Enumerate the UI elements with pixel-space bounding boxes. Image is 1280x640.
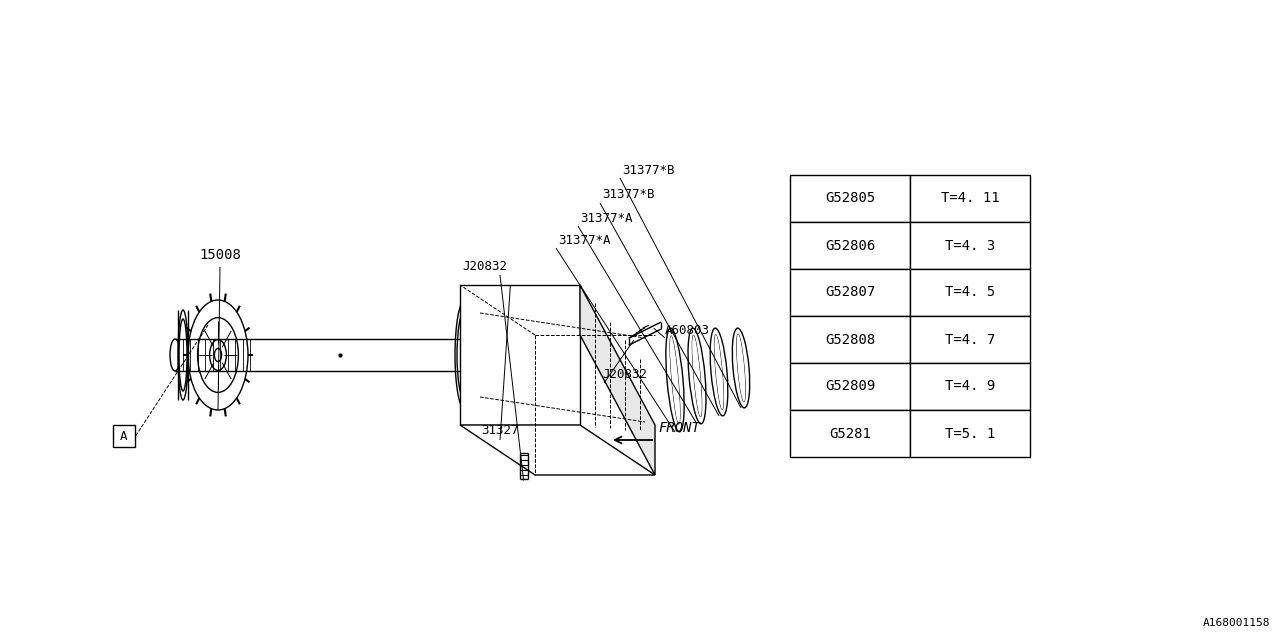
Text: G52805: G52805 xyxy=(824,191,876,205)
Text: 31377*A: 31377*A xyxy=(558,234,611,246)
Text: T=4. 7: T=4. 7 xyxy=(945,333,995,346)
Text: 31377*B: 31377*B xyxy=(602,189,654,202)
Ellipse shape xyxy=(692,335,701,417)
Polygon shape xyxy=(910,269,1030,316)
Text: T=5. 1: T=5. 1 xyxy=(945,426,995,440)
Text: A60803: A60803 xyxy=(666,323,710,337)
Text: G52806: G52806 xyxy=(824,239,876,253)
Ellipse shape xyxy=(666,328,685,432)
Text: G52809: G52809 xyxy=(824,380,876,394)
Polygon shape xyxy=(910,175,1030,222)
Ellipse shape xyxy=(669,336,680,424)
Ellipse shape xyxy=(556,303,570,317)
Ellipse shape xyxy=(710,328,728,416)
Text: T=4. 3: T=4. 3 xyxy=(945,239,995,253)
Text: G52808: G52808 xyxy=(824,333,876,346)
Ellipse shape xyxy=(669,336,680,424)
Ellipse shape xyxy=(457,310,474,400)
Ellipse shape xyxy=(687,328,707,424)
Polygon shape xyxy=(460,425,655,475)
Polygon shape xyxy=(790,269,910,316)
Ellipse shape xyxy=(714,335,723,409)
Ellipse shape xyxy=(188,300,248,410)
Text: 15008: 15008 xyxy=(200,248,241,262)
Text: J20832: J20832 xyxy=(602,369,646,381)
Polygon shape xyxy=(790,222,910,269)
Text: FRONT: FRONT xyxy=(658,421,700,435)
Ellipse shape xyxy=(489,333,532,377)
Ellipse shape xyxy=(471,393,485,407)
Ellipse shape xyxy=(472,317,548,393)
Polygon shape xyxy=(910,410,1030,457)
Ellipse shape xyxy=(732,328,750,408)
Ellipse shape xyxy=(714,335,723,409)
Ellipse shape xyxy=(454,300,475,410)
Ellipse shape xyxy=(178,310,188,400)
Text: 31377*A: 31377*A xyxy=(580,211,632,225)
Polygon shape xyxy=(790,316,910,363)
Text: J20832: J20832 xyxy=(462,260,507,273)
Ellipse shape xyxy=(215,348,221,362)
Text: A168001158: A168001158 xyxy=(1202,618,1270,628)
Polygon shape xyxy=(910,316,1030,363)
Polygon shape xyxy=(790,175,910,222)
Text: G5281: G5281 xyxy=(829,426,870,440)
Text: 31377*B: 31377*B xyxy=(622,163,675,177)
Ellipse shape xyxy=(210,340,227,371)
Ellipse shape xyxy=(471,303,485,317)
Polygon shape xyxy=(910,222,1030,269)
Ellipse shape xyxy=(556,393,570,407)
Ellipse shape xyxy=(692,335,701,417)
Text: T=4. 9: T=4. 9 xyxy=(945,380,995,394)
Polygon shape xyxy=(790,410,910,457)
Text: A: A xyxy=(120,429,128,442)
Ellipse shape xyxy=(170,339,180,371)
Text: 31327: 31327 xyxy=(481,424,518,436)
Ellipse shape xyxy=(737,334,745,402)
Text: T=4. 11: T=4. 11 xyxy=(941,191,1000,205)
Ellipse shape xyxy=(737,334,745,402)
Polygon shape xyxy=(790,363,910,410)
Ellipse shape xyxy=(197,317,238,392)
Polygon shape xyxy=(910,363,1030,410)
Polygon shape xyxy=(580,285,655,475)
Ellipse shape xyxy=(179,319,187,391)
Text: G52807: G52807 xyxy=(824,285,876,300)
Ellipse shape xyxy=(502,347,518,363)
Polygon shape xyxy=(460,285,580,425)
Text: T=4. 5: T=4. 5 xyxy=(945,285,995,300)
Polygon shape xyxy=(113,425,134,447)
